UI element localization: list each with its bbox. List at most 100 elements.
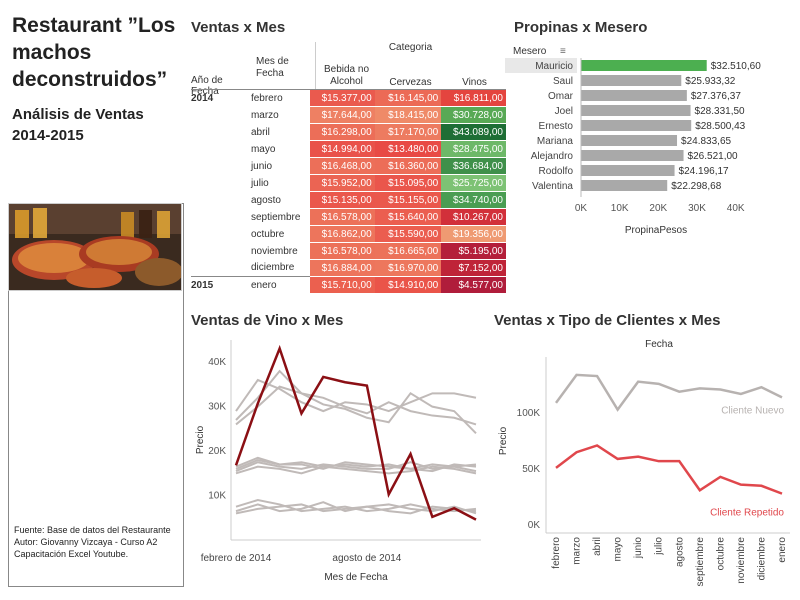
course-line: Capacitación Excel Youtube. — [14, 549, 129, 559]
tip-value-label: $32.510,60 — [711, 61, 761, 72]
x-tick-label: junio — [633, 537, 644, 560]
value-cell: $4.577,00 — [441, 276, 506, 294]
x-tick-label: agosto de 2014 — [332, 553, 401, 564]
value-cell: $16.862,00 — [309, 225, 375, 243]
value-cell: $30.728,00 — [441, 106, 506, 124]
value-cell: $15.095,00 — [374, 174, 442, 192]
year-cell — [191, 107, 251, 124]
table-row: diciembre $16.884,00 $16.970,00 $7.152,00 — [191, 259, 506, 277]
tip-bar — [581, 75, 682, 86]
source-line: Fuente: Base de datos del Restaurante — [14, 525, 171, 535]
tip-value-label: $25.933,32 — [685, 76, 735, 87]
month-cell: marzo — [250, 109, 279, 121]
dashboard-title: Restaurant ”Los machos deconstruidos” — [12, 14, 176, 91]
background-series-line — [235, 385, 477, 435]
value-cell: $14.994,00 — [309, 140, 375, 158]
tip-value-label: $27.376,37 — [691, 91, 741, 102]
table-row: noviembre $16.578,00 $16.665,00 $5.195,00 — [191, 242, 506, 260]
x-tick-label: diciembre — [756, 537, 767, 581]
x-tick-label: febrero de 2014 — [201, 553, 272, 564]
series-label: Cliente Repetido — [710, 508, 784, 519]
value-cell: $18.415,00 — [374, 106, 442, 124]
waiter-label: Rodolfo — [539, 166, 574, 177]
tip-value-label: $28.331,50 — [695, 106, 745, 117]
wine-chart-title: Ventas de Vino x Mes — [191, 312, 344, 329]
year-cell — [191, 226, 251, 243]
fecha-header: Fecha — [645, 339, 673, 350]
tips-chart: Mesero ≡ Mauricio $32.510,60 Saul $25.933,3… — [505, 46, 761, 236]
x-tick-label: noviembre — [736, 537, 747, 584]
series-label: Cliente Nuevo — [721, 405, 784, 416]
value-cell: $15.952,00 — [309, 174, 375, 192]
table-row: marzo $17.644,00 $18.415,00 $30.728,00 — [191, 106, 506, 124]
month-cell: abril — [250, 126, 270, 138]
y-tick-label: 100K — [517, 408, 541, 419]
col-header-cervezas: Cervezas — [389, 77, 432, 88]
food-photo — [8, 203, 182, 291]
table-row: 2014 febrero $15.377,00 $16.145,00 $16.811,0… — [191, 90, 506, 107]
value-cell: $16.360,00 — [374, 157, 442, 175]
value-cell: $17.644,00 — [309, 106, 375, 124]
value-cell: $16.578,00 — [309, 208, 375, 226]
x-tick-label: octubre — [715, 537, 726, 571]
wine-series-line — [234, 344, 477, 521]
waiter-label: Mariana — [537, 136, 574, 147]
table-row: julio $15.952,00 $15.095,00 $25.725,00 — [191, 174, 506, 192]
value-cell: $19.356,00 — [441, 225, 506, 243]
month-cell: noviembre — [250, 245, 298, 257]
x-tick-label: agosto — [674, 537, 685, 567]
sales-table-body: 2014 febrero $15.377,00 $16.145,00 $16.811,0… — [191, 90, 506, 294]
month-cell: enero — [250, 279, 277, 291]
month-cell: agosto — [250, 194, 281, 206]
value-cell: $10.267,00 — [441, 208, 506, 226]
x-axis-label: PropinaPesos — [625, 225, 687, 236]
y-tick-label: 50K — [522, 464, 540, 475]
waiter-label: Mauricio — [535, 61, 573, 72]
waiter-label: Saul — [553, 76, 573, 87]
value-cell: $43.089,00 — [441, 123, 506, 141]
tip-bar — [581, 180, 668, 191]
year-cell — [191, 158, 251, 175]
x-tick-label: 30K — [688, 203, 706, 214]
table-row: 2015 enero $15.710,00 $14.910,00 $4.577,00 — [191, 276, 506, 294]
value-cell: $16.298,00 — [309, 123, 375, 141]
background-series-line — [235, 456, 477, 473]
tip-value-label: $26.521,00 — [688, 151, 738, 162]
year-cell — [191, 124, 251, 141]
y-tick-label: 10K — [208, 491, 226, 502]
table-row: agosto $15.135,00 $15.155,00 $34.740,00 — [191, 191, 506, 209]
value-cell: $15.710,00 — [309, 276, 375, 294]
category-header: Categoria — [388, 42, 433, 53]
table-row: octubre $16.862,00 $15.590,00 $19.356,00 — [191, 225, 506, 243]
waiter-label: Joel — [555, 106, 573, 117]
value-cell: $16.468,00 — [309, 157, 375, 175]
sales-table-title: Ventas x Mes — [191, 19, 286, 36]
x-tick-label: febrero — [551, 537, 562, 569]
filter-icon[interactable]: ≡ — [560, 46, 566, 57]
value-cell: $15.155,00 — [374, 191, 442, 209]
y-axis-label: Precio — [195, 425, 206, 454]
y-tick-label: 40K — [208, 357, 226, 368]
year-header: Año de Fecha — [191, 75, 223, 97]
x-tick-label: julio — [654, 537, 665, 556]
value-cell: $15.640,00 — [374, 208, 442, 226]
month-cell: septiembre — [250, 211, 301, 223]
col-header-bebida: Bebida no Alcohol — [323, 64, 370, 87]
month-cell: julio — [250, 177, 269, 189]
value-cell: $25.725,00 — [441, 174, 506, 192]
tip-bar — [581, 120, 692, 131]
value-cell: $16.970,00 — [374, 259, 442, 277]
new-clients-line — [554, 373, 783, 412]
row-highlight — [505, 58, 577, 73]
author-line: Autor: Giovanny Vizcaya - Curso A2 — [14, 537, 158, 547]
background-series-line — [235, 498, 477, 513]
year-cell: 2015 — [191, 279, 214, 291]
x-tick-label: abril — [592, 537, 603, 556]
source-note: Fuente: Base de datos del Restaurante Au… — [14, 524, 184, 560]
month-cell: diciembre — [250, 262, 295, 274]
value-cell: $28.475,00 — [441, 140, 506, 158]
food-photo-illustration — [9, 204, 181, 290]
waiter-label: Valentina — [532, 181, 573, 192]
tip-bar — [581, 150, 684, 161]
y-axis-label: Precio — [498, 426, 509, 455]
